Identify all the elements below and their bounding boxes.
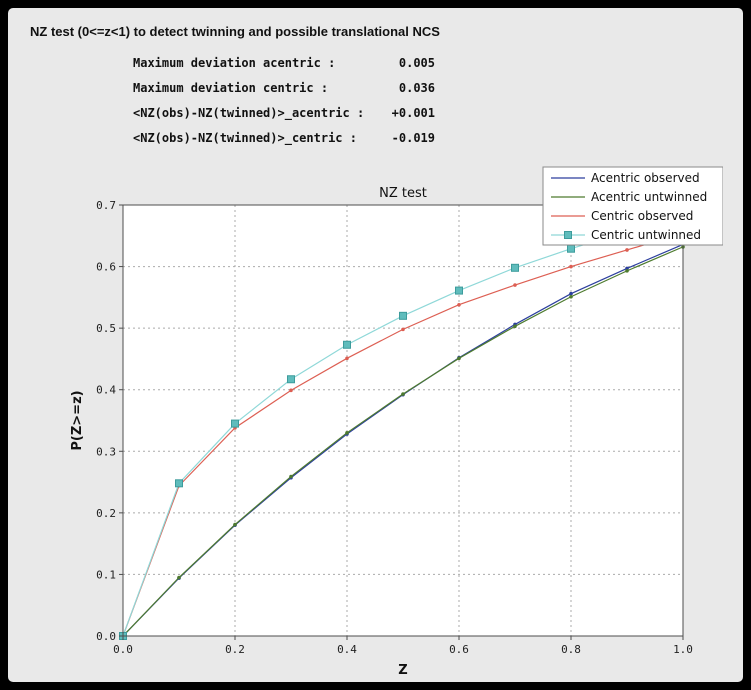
x-tick-label: 0.2 bbox=[225, 643, 245, 656]
data-point-marker bbox=[401, 392, 405, 396]
data-point-marker bbox=[625, 269, 629, 273]
data-point-marker bbox=[289, 388, 293, 393]
stat-value-max-dev-centric: 0.036 bbox=[398, 80, 435, 95]
x-tick-label: 0.6 bbox=[449, 643, 469, 656]
stat-value-max-dev-acentric: 0.005 bbox=[398, 55, 435, 70]
plot-border bbox=[122, 204, 684, 637]
y-tick-label: 0.2 bbox=[96, 507, 116, 520]
x-axis-label: Z bbox=[398, 663, 407, 675]
x-tick-label: 0.0 bbox=[113, 643, 133, 656]
y-tick-label: 0.1 bbox=[96, 568, 116, 581]
stat-row: Maximum deviation centric : 0.036 bbox=[133, 75, 435, 100]
chart-canvas: 0.0 0.2 0.4 0.6 0.8 1.0 0.0 0.1 0.2 0.3 0.4 0.5 0.6 0… bbox=[70, 166, 724, 678]
y-tick-label: 0.7 bbox=[96, 199, 116, 212]
data-point-marker bbox=[287, 375, 295, 384]
plot-area bbox=[123, 205, 683, 636]
data-point-marker bbox=[513, 283, 517, 287]
data-point-marker bbox=[569, 294, 573, 299]
y-tick-label: 0.3 bbox=[96, 445, 116, 458]
stat-row: Maximum deviation acentric : 0.005 bbox=[133, 50, 435, 75]
data-point-marker bbox=[457, 302, 461, 307]
page-title: NZ test (0<=z<1) to detect twinning and … bbox=[30, 24, 440, 39]
data-point-marker bbox=[457, 356, 461, 361]
y-tick-label: 0.6 bbox=[96, 261, 116, 274]
data-point-marker bbox=[345, 431, 349, 435]
data-point-marker bbox=[231, 419, 239, 428]
y-tick-label: 0.5 bbox=[96, 322, 116, 335]
x-tick-label: 1.0 bbox=[673, 643, 693, 656]
x-tick-label: 0.8 bbox=[561, 643, 581, 656]
legend-label: Centric observed bbox=[591, 209, 693, 223]
y-tick-label: 0.4 bbox=[96, 384, 116, 397]
y-tick-label: 0.0 bbox=[96, 630, 116, 643]
data-point-marker bbox=[401, 327, 405, 332]
statistics-block: Maximum deviation acentric : 0.005 Maxim… bbox=[133, 50, 435, 150]
stat-label-mean-dev-acentric: <NZ(obs)-NZ(twinned)>_acentric : bbox=[133, 105, 365, 120]
data-point-marker bbox=[569, 264, 573, 269]
data-point-marker bbox=[345, 356, 349, 361]
legend: Acentric observed Acentric untwinned Centr… bbox=[542, 166, 724, 246]
chart-title: NZ test bbox=[379, 186, 427, 201]
plot-window: NZ test (0<=z<1) to detect twinning and … bbox=[8, 8, 743, 682]
data-point-marker bbox=[511, 263, 519, 272]
legend-label: Acentric observed bbox=[591, 171, 700, 185]
data-point-marker bbox=[567, 244, 575, 253]
legend-marker-sample bbox=[564, 231, 572, 239]
y-axis-label: P(Z>=z) bbox=[70, 390, 85, 450]
data-point-marker bbox=[343, 340, 351, 349]
stat-value-mean-dev-centric: -0.019 bbox=[391, 130, 435, 145]
stat-row: <NZ(obs)-NZ(twinned)>_centric : -0.019 bbox=[133, 125, 435, 150]
data-point-marker bbox=[289, 474, 293, 479]
data-point-marker bbox=[569, 291, 573, 296]
data-point-marker bbox=[233, 522, 237, 527]
x-tick-label: 0.4 bbox=[337, 643, 357, 656]
data-point-marker bbox=[625, 266, 629, 271]
stat-label-max-dev-acentric: Maximum deviation acentric : bbox=[133, 55, 336, 70]
stat-value-mean-dev-acentric: +0.001 bbox=[391, 105, 435, 120]
data-point-marker bbox=[513, 324, 517, 329]
stat-label-max-dev-centric: Maximum deviation centric : bbox=[133, 80, 329, 95]
data-point-marker bbox=[399, 311, 407, 320]
legend-label: Acentric untwinned bbox=[591, 190, 707, 204]
stat-label-mean-dev-centric: <NZ(obs)-NZ(twinned)>_centric : bbox=[133, 130, 357, 145]
nz-test-chart: 0.0 0.2 0.4 0.6 0.8 1.0 0.0 0.1 0.2 0.3 0.4 0.5 0.6 0… bbox=[23, 155, 724, 678]
data-point-marker bbox=[625, 248, 629, 252]
data-point-marker bbox=[175, 479, 183, 488]
data-point-marker bbox=[177, 575, 181, 580]
data-point-marker bbox=[455, 286, 463, 295]
legend-label: Centric untwinned bbox=[591, 228, 701, 242]
legend-box bbox=[542, 166, 724, 246]
stat-row: <NZ(obs)-NZ(twinned)>_acentric : +0.001 bbox=[133, 100, 435, 125]
